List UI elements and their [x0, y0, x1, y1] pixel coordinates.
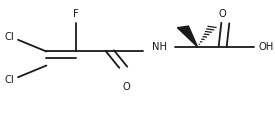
Text: O: O — [219, 9, 227, 19]
Text: NH: NH — [152, 42, 167, 52]
Text: Cl: Cl — [5, 75, 15, 85]
Text: O: O — [122, 82, 130, 92]
Text: OH: OH — [258, 42, 274, 52]
Polygon shape — [177, 26, 197, 47]
Text: F: F — [73, 9, 78, 19]
Text: Cl: Cl — [5, 32, 15, 42]
